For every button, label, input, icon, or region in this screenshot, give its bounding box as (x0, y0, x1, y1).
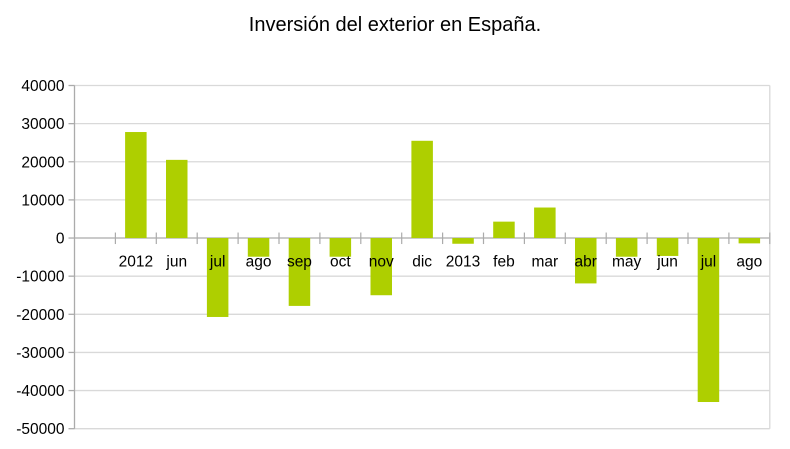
y-axis-label: 40000 (21, 78, 64, 95)
x-axis-label: sep (287, 254, 312, 271)
y-axis-label: -50000 (16, 421, 65, 438)
bar-dic-7 (411, 140, 433, 239)
x-axis-label: may (612, 254, 642, 271)
bar-ago-15 (738, 238, 761, 244)
y-axis-label: -30000 (16, 345, 65, 362)
bar-2012-0 (125, 132, 147, 239)
bar-oct-5 (329, 238, 352, 257)
x-axis-label: 2012 (119, 254, 153, 271)
bar-feb-9 (493, 221, 515, 239)
y-axis-label: -20000 (16, 307, 65, 324)
y-axis-label: 10000 (21, 192, 64, 209)
bar-jul-14 (697, 238, 720, 403)
x-axis-label: jul (700, 254, 717, 271)
bar-jun-1 (166, 159, 188, 239)
x-axis-label: ago (246, 254, 272, 271)
x-axis-label: jun (165, 254, 187, 271)
chart-title: Inversión del exterior en España. (248, 14, 542, 36)
x-axis-label: mar (531, 254, 558, 271)
bar-jun-13 (656, 238, 679, 256)
x-axis-label: jun (656, 254, 678, 271)
x-axis-label: dic (412, 254, 432, 271)
y-axis-label: 20000 (21, 154, 64, 171)
x-axis-label: jul (209, 254, 226, 271)
y-axis-label: -10000 (16, 269, 65, 286)
bar-2013-8 (452, 238, 474, 244)
bar-mar-10 (534, 207, 556, 239)
bar-sep-4 (288, 238, 311, 306)
x-axis-label: abr (575, 254, 597, 271)
bar-ago-3 (247, 238, 270, 257)
y-axis-label: -40000 (16, 383, 65, 400)
x-axis-label: nov (369, 254, 394, 271)
bar-nov-6 (370, 238, 392, 296)
y-axis-label: 30000 (21, 116, 64, 133)
x-axis-label: feb (493, 254, 515, 271)
y-axis-label: 0 (56, 231, 65, 248)
bar-jul-2 (206, 238, 229, 317)
bar-abr-11 (575, 238, 597, 284)
x-axis-label: 2013 (446, 254, 480, 271)
bar-may-12 (615, 238, 638, 257)
x-axis-label: ago (736, 254, 762, 271)
x-axis-label: oct (330, 254, 351, 271)
